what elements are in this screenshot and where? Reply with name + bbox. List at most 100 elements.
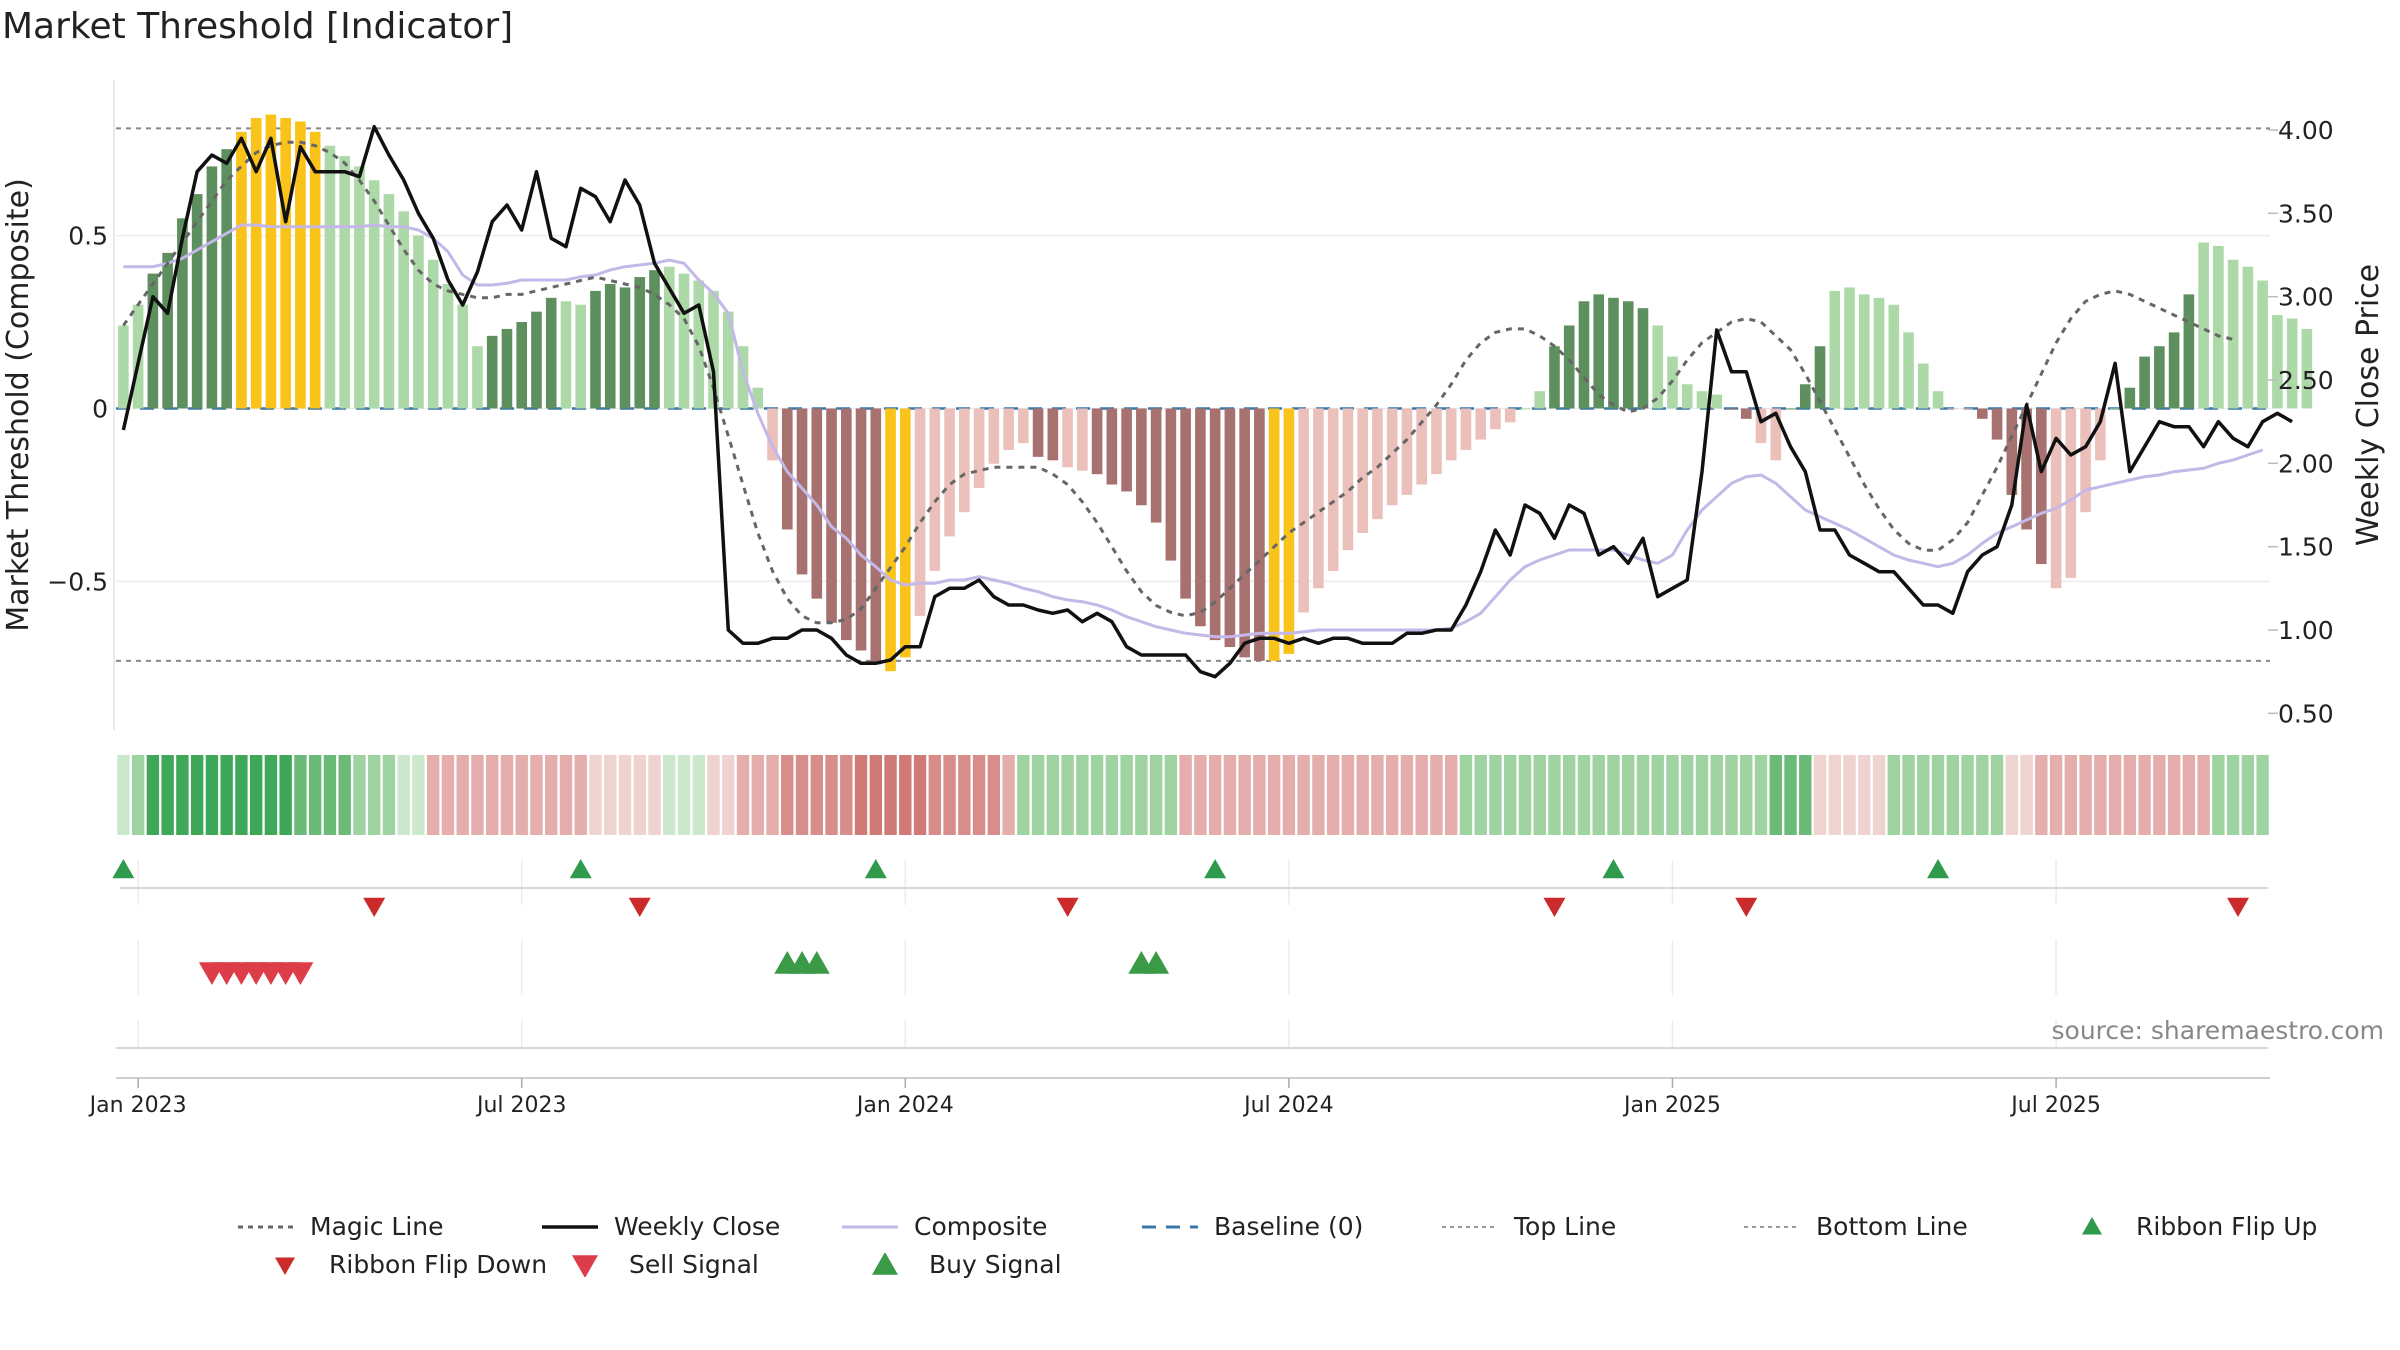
ribbon-cell [1813,755,1827,835]
composite-bar [472,346,483,409]
composite-bar [1858,294,1870,409]
composite-bar [545,297,557,409]
composite-bar [2036,408,2047,565]
ribbon-cell [2241,755,2255,835]
composite-bar [767,408,778,461]
ribbon-cell [1385,755,1399,835]
ribbon-cell [1223,755,1237,835]
ribbon-cell [928,755,942,835]
composite-bar [1740,408,1752,419]
ribbon-cell [2094,755,2107,835]
composite-bar [914,408,926,616]
ribbon-cell [1400,755,1414,835]
y-tick-right-label: 1.50 [2278,533,2334,562]
ribbon-cell [840,755,853,835]
composite-bar [1519,408,1531,410]
composite-bar [2124,387,2136,409]
composite-bar [383,194,395,409]
ribbon-cell [117,755,130,835]
ribbon-cell [1090,755,1104,835]
ribbon-cell [574,755,587,835]
ribbon-cell [161,755,174,835]
legend-label: Ribbon Flip Down [329,1250,548,1279]
legend-label: Baseline (0) [1214,1212,1364,1241]
ribbon-cell [913,755,927,835]
legend-swatch-marker [872,1252,898,1275]
ribbon-cell [692,755,705,835]
ribbon-cell [1961,755,1974,835]
ribbon-cell [1799,755,1812,835]
composite-bar [752,387,764,409]
composite-bar [1917,363,1929,409]
composite-bar [1770,408,1782,461]
ribbon-cell [1120,755,1133,835]
composite-bar [427,259,439,409]
legend-label: Ribbon Flip Up [2136,1212,2318,1241]
composite-bar [1254,408,1265,661]
ribbon-cell [1828,755,1841,835]
composite-line [123,223,2264,639]
composite-bar [1180,408,1191,599]
ribbon-cell [663,755,676,835]
composite-bar [2168,332,2180,409]
composite-bar [1549,346,1560,409]
x-tick-label: Jan 2025 [1622,1093,1721,1118]
composite-bar [1947,408,1959,410]
composite-bar [147,273,159,409]
legend-item-flip_up: Ribbon Flip Up [2062,1212,2317,1241]
composite-bar [1416,408,1427,485]
legend-label: Weekly Close [614,1212,781,1241]
x-tick-label: Jul 2025 [2009,1093,2101,1118]
composite-bar [2080,408,2091,513]
composite-bar [1976,408,1988,419]
composite-bar [265,114,277,409]
legend-swatch-flip_up [2082,1216,2102,1234]
composite-bar [2301,328,2313,409]
ribbon-cell [1725,755,1738,835]
ribbon-cell [176,755,189,835]
legend-swatch-marker [2082,1216,2102,1234]
signal-markers [116,951,2268,1049]
composite-bar [191,194,203,409]
ribbon-cell [2138,755,2151,835]
y-tick-right-label: 4.00 [2278,116,2334,145]
ribbon-cell [899,755,912,835]
composite-bar [1460,408,1472,450]
composite-bar [2050,408,2062,589]
ribbon-flip-down-marker [1056,897,1079,917]
composite-bar [899,408,911,658]
ribbon-cell [471,755,484,835]
ribbon-cell [1990,755,2004,835]
ribbon-cell [1518,755,1532,835]
ribbon-cell [1341,755,1355,835]
ribbon-cell [323,755,337,835]
composite-bar [516,322,528,409]
composite-bar [368,180,380,409]
composite-bar [973,408,985,488]
ribbon-cell [427,755,440,835]
ribbon-cell [1430,755,1443,835]
composite-bar [250,118,262,409]
composite-bar [1372,408,1383,520]
composite-bar [1726,408,1737,410]
ribbon-cell [869,755,882,835]
composite-bar [1018,408,1029,444]
ribbon-cell [677,755,691,835]
composite-bar [678,273,690,409]
composite-bar [1106,408,1118,485]
composite-bar [1268,408,1280,661]
composite-bar [1622,301,1634,409]
composite-bar [1239,408,1250,658]
composite-bar [2198,242,2209,409]
composite-bar [339,156,350,409]
composite-bar [1711,394,1723,409]
ribbon-cell [589,755,602,835]
composite-bar [2257,280,2268,409]
legend-label: Composite [914,1212,1048,1241]
composite-bar [442,283,454,409]
composite-bar [1799,384,1811,409]
ribbon-cell [1459,755,1473,835]
ribbon-cell [1267,755,1281,835]
composite-bar [118,325,129,409]
axes: 0.50−0.54.003.503.002.502.001.501.000.50 [47,80,2334,730]
